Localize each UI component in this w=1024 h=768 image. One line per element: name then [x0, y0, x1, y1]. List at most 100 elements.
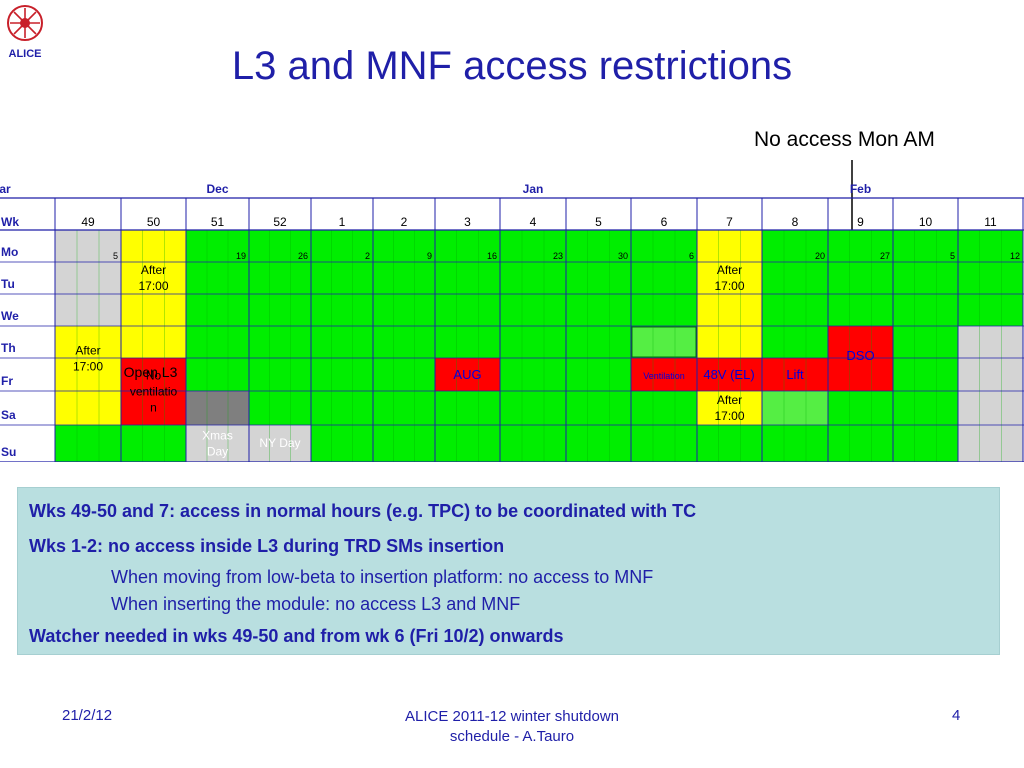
monday-date-14: 12: [1010, 251, 1020, 261]
info-line-5: Watcher needed in wks 49-50 and from wk …: [29, 626, 564, 646]
monday-wed-cell: [631, 230, 697, 326]
access-schedule-table: DecJanFebMarWkMoTuWeThFrSaSu495051521234…: [0, 182, 1024, 462]
after-wk49-label-1: 17:00: [73, 360, 103, 374]
footer-caption: ALICE 2011-12 winter shutdown schedule -…: [362, 707, 662, 747]
month-label-0: Dec: [206, 182, 228, 196]
footer-date: 21/2/12: [62, 707, 113, 724]
month-label-3: Mar: [0, 182, 11, 196]
alice-logo: ALICE: [7, 5, 43, 60]
info-line-1: Wks 49-50 and 7: access in normal hours …: [29, 501, 697, 521]
open-l3-label: Open L3: [124, 364, 178, 380]
monday-wed-cell: [893, 230, 958, 326]
after-wk7-label-1: 17:00: [714, 279, 744, 293]
wk11-early-block: [958, 230, 1023, 326]
week-number-4: 4: [530, 215, 537, 229]
week-number-49: 49: [81, 215, 95, 229]
no-access-callout: No access Mon AM: [754, 128, 935, 151]
wk6-th-outlined-cell: [631, 326, 697, 358]
week-number-11: 11: [984, 215, 997, 229]
monday-date-6: 16: [487, 251, 497, 261]
wk49-yellow-block: [55, 326, 121, 425]
monday-wed-cell: [500, 230, 566, 326]
monday-date-5: 9: [427, 251, 432, 261]
no-ventilation-label-2: n: [150, 401, 157, 415]
monday-date-11: 20: [815, 251, 825, 261]
week-number-51: 51: [211, 215, 225, 229]
row-label-mo: Mo: [1, 245, 18, 259]
wk49-gray-block: [55, 230, 121, 326]
month-label-1: Jan: [523, 182, 544, 196]
xmas-day-block: [186, 425, 249, 462]
no-ventilation-label-0: No: [146, 369, 162, 383]
monday-wed-cell: [566, 230, 631, 326]
monday-date-13: 5: [950, 251, 955, 261]
row-label-tu: Tu: [1, 277, 15, 291]
row-label-sa: Sa: [1, 408, 16, 422]
monday-wed-cell: [249, 230, 311, 326]
week-number-8: 8: [792, 215, 799, 229]
wk7-sa-yellow-block: [697, 391, 762, 425]
row-label-th: Th: [1, 341, 16, 355]
monday-wed-cell: [311, 230, 373, 326]
monday-date-8: 30: [618, 251, 628, 261]
ny-day-label: NY Day: [259, 436, 300, 450]
row-label-fr: Fr: [1, 374, 13, 388]
ny-day-block: [249, 425, 311, 462]
slide-title: L3 and MNF access restrictions: [231, 44, 793, 88]
xmas-day-label-1: Day: [207, 445, 228, 459]
monday-date-3: 26: [298, 251, 308, 261]
wk8-sa-lightgreen-block: [762, 391, 828, 425]
month-label-2: Feb: [850, 182, 871, 196]
xmas-day-label-0: Xmas: [202, 429, 233, 443]
lift-label: Lift: [786, 367, 804, 382]
after-wk50-label-1: 17:00: [138, 279, 168, 293]
footer-caption-line-2: schedule - A.Tauro: [449, 728, 575, 745]
week-number-2: 2: [401, 215, 408, 229]
monday-date-0: 5: [113, 251, 118, 261]
wk51-sa-dark-block: [186, 391, 249, 425]
aug-block: [435, 358, 500, 391]
info-line-3: When moving from low-beta to insertion p…: [111, 567, 654, 587]
week-number-50: 50: [147, 215, 161, 229]
week-number-5: 5: [595, 215, 602, 229]
monday-wed-cell: [373, 230, 435, 326]
wk11-gray-block: [958, 326, 1023, 462]
after-wk50-label-0: After: [141, 263, 166, 277]
week-number-10: 10: [919, 215, 933, 229]
v48-el-label: 48V (EL): [703, 367, 754, 382]
lift-block: [762, 358, 828, 391]
week-number-1: 1: [339, 215, 346, 229]
dso-block: [828, 326, 893, 391]
monday-wed-cell: [762, 230, 828, 326]
footer-caption-line-1: ALICE 2011-12 winter shutdown: [404, 708, 619, 725]
after-sa-wk7-label-1: 17:00: [714, 409, 744, 423]
aug-label: AUG: [453, 367, 481, 382]
monday-wed-cell: [435, 230, 500, 326]
week-number-6: 6: [661, 215, 668, 229]
row-label-wk: Wk: [1, 215, 19, 229]
info-line-2: Wks 1-2: no access inside L3 during TRD …: [29, 536, 505, 556]
row-label-su: Su: [1, 445, 16, 459]
week-number-7: 7: [726, 215, 733, 229]
week-number-9: 9: [857, 215, 864, 229]
monday-date-7: 23: [553, 251, 563, 261]
no-ventilation-label-1: ventilatio: [130, 385, 178, 399]
week-number-52: 52: [273, 215, 287, 229]
page-number: 4: [952, 707, 961, 724]
no-ventilation-block: [121, 358, 186, 425]
row-label-we: We: [1, 309, 19, 323]
monday-date-2: 19: [236, 251, 246, 261]
monday-date-4: 2: [365, 251, 370, 261]
dso-label: DSO: [846, 348, 874, 363]
logo-text: ALICE: [9, 48, 42, 60]
week-number-3: 3: [464, 215, 471, 229]
monday-wed-cell: [186, 230, 249, 326]
info-line-4: When inserting the module: no access L3 …: [111, 594, 521, 614]
after-wk7-label-0: After: [717, 263, 742, 277]
info-box: Wks 49-50 and 7: access in normal hours …: [17, 487, 1000, 655]
monday-date-12: 27: [880, 251, 890, 261]
monday-wed-cell: [828, 230, 893, 326]
ventilation-label: Ventilation: [643, 371, 685, 381]
after-wk49-label-0: After: [75, 344, 100, 358]
after-sa-wk7-label-0: After: [717, 393, 742, 407]
